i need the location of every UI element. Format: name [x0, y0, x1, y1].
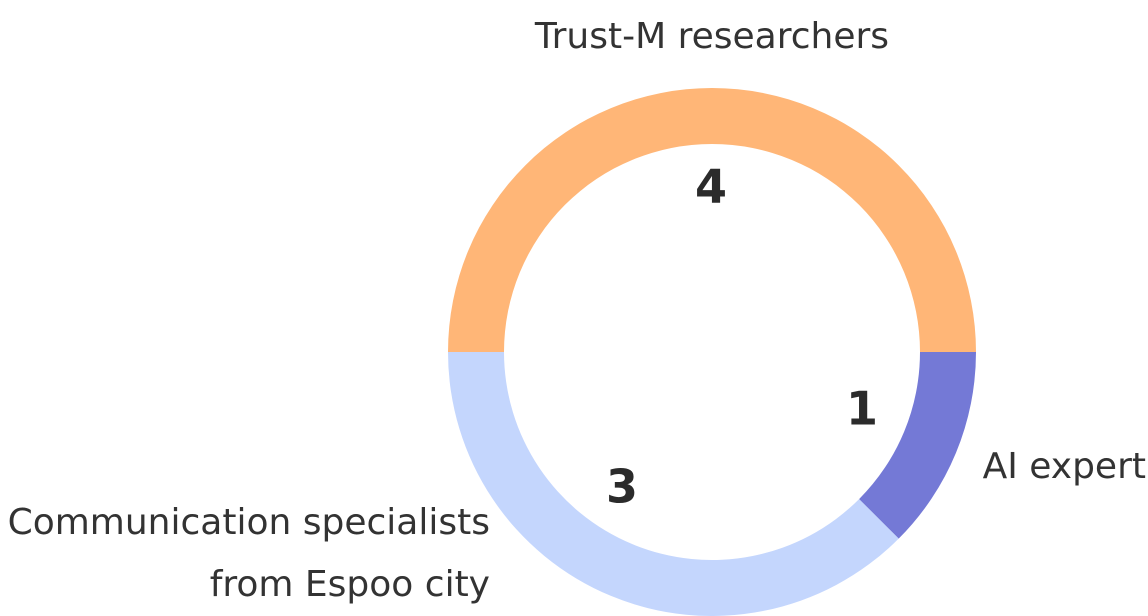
slice-value-1: 4 [695, 160, 727, 214]
donut-slices [448, 88, 976, 616]
slice-label-line: Trust-M researchers [534, 16, 889, 57]
slice-value-3: 3 [606, 460, 638, 514]
slice-label-2: AI expert [983, 446, 1146, 487]
donut-slice-2 [859, 352, 976, 539]
slice-values: 4 1 3 [606, 160, 878, 514]
slice-label-line: AI expert [983, 446, 1146, 487]
slice-label-line: from Espoo city [210, 564, 490, 605]
donut-slice-3 [448, 352, 899, 616]
slice-label-3: Communication specialists from Espoo city [8, 502, 490, 605]
slice-label-1: Trust-M researchers [534, 16, 889, 57]
slice-value-2: 1 [846, 382, 878, 436]
donut-slice-1 [448, 88, 976, 352]
slice-labels: Trust-M researchers AI expert Communicatio… [8, 16, 1146, 605]
slice-label-line: Communication specialists [8, 502, 490, 543]
